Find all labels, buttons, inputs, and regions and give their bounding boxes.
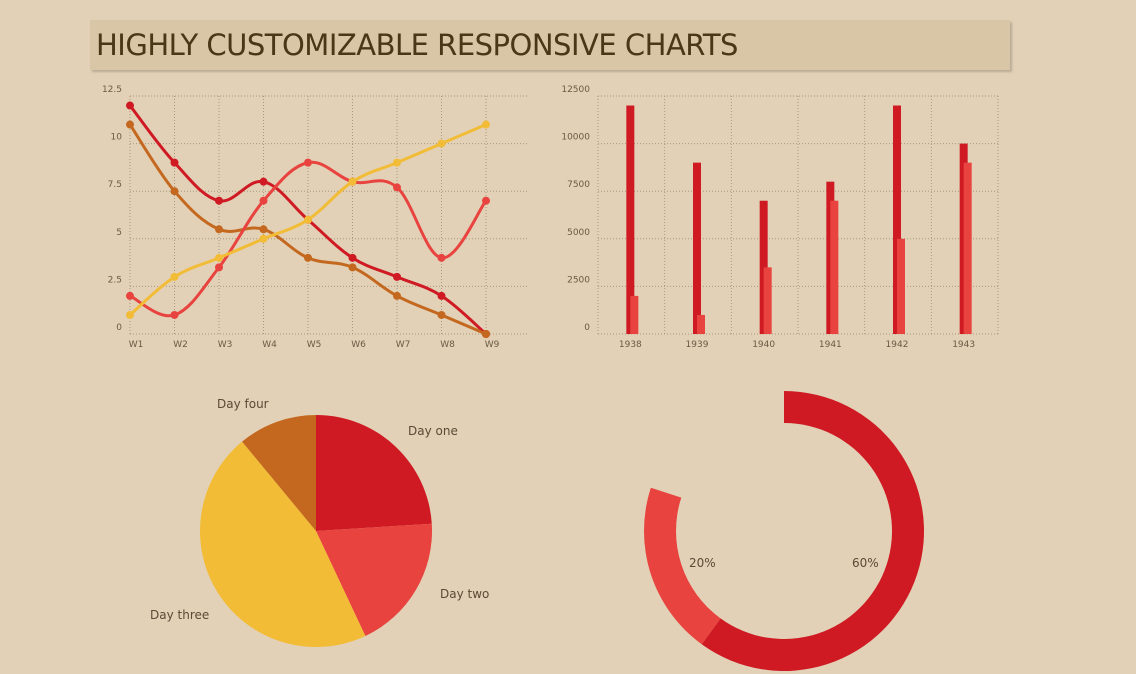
line-y-tick: 0 (116, 323, 122, 333)
line-point (259, 225, 268, 234)
line-y-tick: 7.5 (108, 180, 122, 190)
line-y-tick: 5 (116, 228, 122, 238)
page-title: HIGHLY CUSTOMIZABLE RESPONSIVE CHARTS (96, 28, 738, 62)
pie-label: Day one (408, 424, 458, 438)
line-chart: 0 2.5 5 7.5 10 12.5 W1 W2 W3 W4 W5 W6 W7 W8 W9 (102, 85, 528, 350)
bar-y-tick: 12500 (561, 85, 590, 95)
bar (897, 238, 905, 334)
line-point (482, 120, 490, 129)
line-point (348, 177, 357, 186)
bar-y-tick: 7500 (567, 180, 590, 190)
line-x-tick: W2 (173, 340, 188, 350)
line-point (304, 158, 312, 167)
line-point (215, 263, 223, 272)
line-point (437, 139, 446, 148)
donut-segment (701, 391, 925, 671)
line-point (126, 310, 134, 319)
line-point (126, 291, 134, 300)
line-point (348, 263, 357, 272)
pie-slice (316, 415, 432, 531)
line-point (348, 253, 357, 262)
line-point (304, 253, 312, 262)
line-x-tick: W7 (396, 340, 411, 350)
line-x-tick: W6 (351, 340, 366, 350)
line-point (215, 196, 223, 205)
line-point (482, 196, 490, 205)
donut-segment (644, 487, 721, 645)
line-point (126, 101, 134, 110)
bar-y-tick: 10000 (561, 133, 590, 143)
bar-x-tick: 1943 (952, 340, 975, 350)
bar-y-tick: 5000 (567, 228, 590, 238)
bar-x-tick: 1939 (686, 340, 709, 350)
line-point (126, 120, 134, 129)
line-point (437, 310, 446, 319)
bar (697, 314, 705, 334)
pie-label: Day four (217, 397, 269, 411)
line-point (437, 291, 446, 300)
line-point (259, 234, 268, 243)
line-point (393, 183, 401, 192)
bar (963, 162, 972, 334)
bar-chart: 0 2500 5000 7500 10000 12500 1938 1939 1940 1941 1… (561, 85, 999, 350)
line-point (393, 158, 401, 167)
pie-slice (199, 441, 366, 647)
line-point (215, 253, 223, 262)
bar (626, 105, 635, 335)
bar (893, 105, 901, 335)
donut-label: 20% (689, 556, 716, 570)
pie-chart: Day one Day two Day three Day four (150, 397, 489, 647)
line-x-tick: W8 (440, 340, 455, 350)
line-x-tick: W5 (307, 340, 322, 350)
line-x-tick: W1 (129, 340, 144, 350)
bar (630, 295, 639, 334)
donut-label: 60% (852, 556, 879, 570)
title-bar: HIGHLY CUSTOMIZABLE RESPONSIVE CHARTS (90, 20, 1010, 70)
line-point (393, 291, 401, 300)
line-y-tick: 2.5 (108, 275, 122, 285)
pie-label: Day two (440, 587, 489, 601)
bar-x-tick: 1938 (619, 340, 642, 350)
bar (693, 162, 701, 334)
pie-slice (316, 523, 432, 636)
pie-slice (242, 415, 316, 531)
line-x-tick: W4 (262, 340, 277, 350)
donut-chart: 60% 20% (644, 391, 925, 671)
line-point (170, 310, 179, 319)
line-point (259, 196, 268, 205)
bar (763, 267, 772, 334)
line-y-tick: 12.5 (102, 85, 122, 95)
line-point (259, 177, 268, 186)
line-point (304, 215, 312, 224)
line-point (170, 158, 179, 167)
line-y-tick: 10 (111, 133, 123, 143)
bar-y-tick: 2500 (567, 275, 590, 285)
pie-label: Day three (150, 608, 209, 622)
bar (830, 200, 839, 334)
line-x-tick: W3 (218, 340, 233, 350)
bar-y-tick: 0 (584, 323, 590, 333)
bar-x-tick: 1940 (752, 340, 775, 350)
line-point (437, 253, 446, 262)
line-point (482, 330, 490, 338)
line-point (170, 187, 179, 196)
line-point (393, 272, 401, 281)
line-series (128, 123, 487, 336)
line-point (215, 225, 223, 234)
line-x-tick: W9 (485, 340, 500, 350)
bar-x-tick: 1942 (886, 340, 909, 350)
line-point (170, 272, 179, 281)
bar-x-tick: 1941 (819, 340, 842, 350)
